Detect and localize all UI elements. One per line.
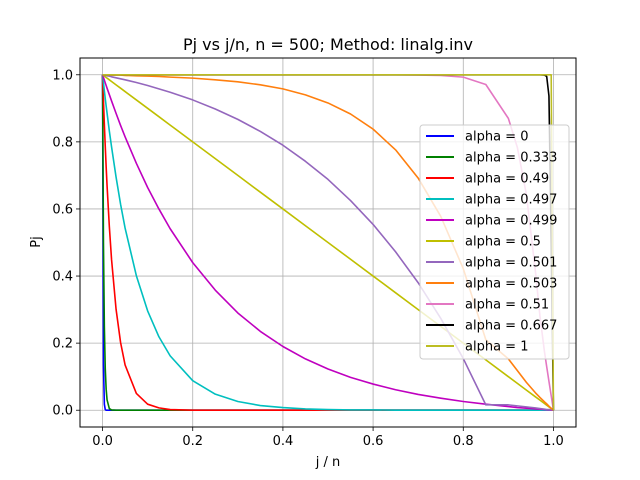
x-tick-label: 0.0: [92, 434, 113, 449]
series-lines: [101, 73, 555, 412]
plot-frame: [79, 57, 577, 428]
legend-label: alpha = 0: [465, 130, 528, 145]
legend-entry: alpha = 0.5: [426, 235, 541, 250]
legend-entry: alpha = 0.51: [426, 298, 549, 313]
y-tick-label: 0.4: [52, 270, 73, 285]
y-tick-label: 1.0: [52, 68, 73, 83]
series-line-5: [102, 74, 554, 411]
legend-label: alpha = 0.49: [465, 172, 549, 187]
series-line-4: [101, 74, 554, 412]
legend-box: [419, 124, 570, 360]
legend-entry: alpha = 0: [426, 130, 528, 145]
legend-label: alpha = 0.51: [465, 298, 549, 313]
legend-label: alpha = 0.501: [465, 256, 557, 271]
x-tick-label: 0.2: [182, 434, 203, 449]
x-axis-label: j / n: [315, 455, 341, 470]
legend-entry: alpha = 0.503: [426, 277, 557, 292]
x-tick-label: 1.0: [543, 434, 564, 449]
y-tick-label: 0.8: [52, 135, 73, 150]
y-tick-label: 0.6: [52, 202, 73, 217]
axis-ticks: 0.0 0.2 0.4 0.6 0.8 1.0 0.0 0.2 0.4 0.6 0.8 1.0: [52, 68, 563, 449]
y-axis-label: Pj: [29, 236, 44, 247]
legend-entry: alpha = 0.501: [426, 256, 557, 271]
x-tick-label: 0.4: [273, 434, 294, 449]
series-line-6: [102, 74, 554, 412]
legend: alpha = 0 alpha = 0.333 alpha = 0.49 alpha …: [419, 124, 570, 360]
legend-entry: alpha = 0.499: [426, 214, 557, 229]
legend-label: alpha = 0.499: [465, 214, 557, 229]
legend-label: alpha = 0.333: [465, 151, 557, 166]
y-tick-label: 0.0: [52, 404, 73, 419]
legend-label: alpha = 0.497: [465, 193, 557, 208]
legend-label: alpha = 0.667: [465, 319, 557, 334]
legend-label: alpha = 0.5: [465, 235, 541, 250]
x-tick-label: 0.6: [363, 434, 384, 449]
chart-title: Pj vs j/n, n = 500; Method: linalg.inv: [183, 35, 473, 54]
legend-entry: alpha = 0.49: [426, 172, 549, 187]
x-tick-label: 0.8: [453, 434, 474, 449]
y-tick-label: 0.2: [52, 337, 73, 352]
legend-entry: alpha = 0.497: [426, 193, 557, 208]
series-line-3: [101, 74, 554, 412]
series-line-10: [102, 73, 555, 411]
legend-entry: alpha = 0.667: [426, 319, 557, 334]
legend-label: alpha = 0.503: [465, 277, 557, 292]
legend-entry: alpha = 0.333: [426, 151, 557, 166]
legend-entry: alpha = 1: [426, 340, 528, 355]
legend-label: alpha = 1: [465, 340, 528, 355]
